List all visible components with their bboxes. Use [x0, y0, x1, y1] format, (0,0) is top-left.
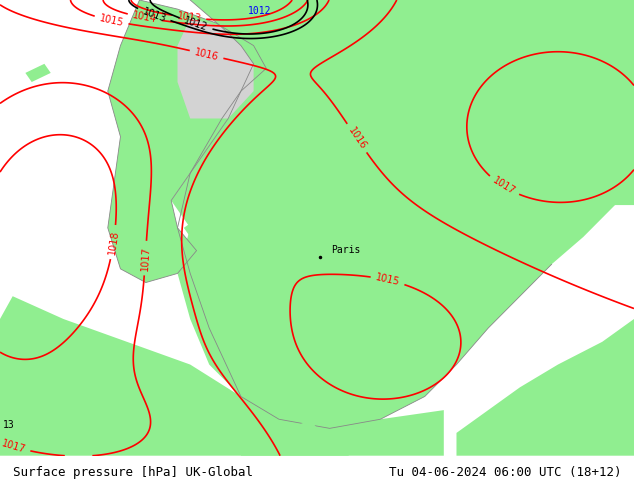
Text: Surface pressure [hPa] UK-Global: Surface pressure [hPa] UK-Global: [13, 466, 253, 479]
Text: 1017: 1017: [139, 245, 151, 270]
Polygon shape: [184, 219, 203, 237]
Polygon shape: [25, 64, 51, 82]
Text: Paris: Paris: [332, 245, 361, 255]
Text: 1018: 1018: [107, 229, 120, 255]
Polygon shape: [456, 319, 634, 456]
Text: 1016: 1016: [193, 47, 219, 62]
Text: 1017: 1017: [491, 176, 517, 197]
Polygon shape: [171, 0, 634, 428]
Polygon shape: [526, 392, 558, 419]
Polygon shape: [0, 296, 349, 456]
Polygon shape: [178, 18, 254, 119]
Text: 1014: 1014: [132, 10, 158, 25]
Text: 13: 13: [3, 420, 15, 430]
Polygon shape: [292, 419, 317, 438]
Text: 1015: 1015: [98, 13, 124, 28]
Text: 1012: 1012: [248, 6, 272, 16]
Polygon shape: [108, 0, 266, 283]
Polygon shape: [241, 396, 444, 456]
Text: 1013: 1013: [141, 6, 167, 24]
Text: 1012: 1012: [183, 15, 209, 33]
Text: 1015: 1015: [375, 272, 401, 288]
Text: Tu 04-06-2024 06:00 UTC (18+12): Tu 04-06-2024 06:00 UTC (18+12): [389, 466, 621, 479]
Polygon shape: [495, 0, 634, 205]
Text: 1017: 1017: [1, 438, 27, 455]
Text: 1016: 1016: [346, 125, 368, 151]
Text: 1013: 1013: [176, 11, 202, 24]
